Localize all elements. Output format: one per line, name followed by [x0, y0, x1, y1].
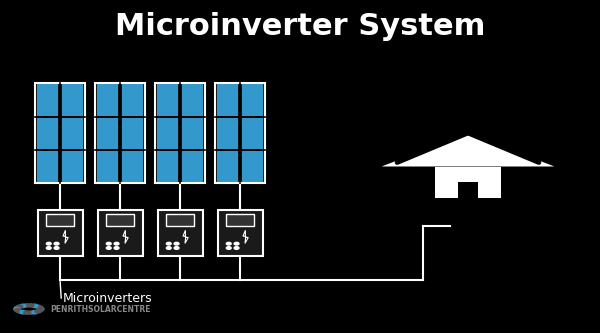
FancyBboxPatch shape: [106, 213, 134, 226]
Circle shape: [174, 247, 179, 249]
Polygon shape: [243, 230, 248, 243]
Polygon shape: [183, 230, 188, 243]
Circle shape: [35, 310, 41, 313]
FancyBboxPatch shape: [122, 118, 143, 149]
Circle shape: [24, 311, 30, 314]
FancyBboxPatch shape: [218, 210, 263, 256]
FancyBboxPatch shape: [97, 210, 143, 256]
Circle shape: [32, 304, 38, 307]
Circle shape: [54, 242, 59, 245]
Circle shape: [28, 311, 34, 314]
Text: Microinverters: Microinverters: [63, 291, 152, 305]
FancyBboxPatch shape: [97, 84, 118, 116]
Circle shape: [17, 310, 23, 313]
FancyBboxPatch shape: [122, 151, 143, 182]
Circle shape: [24, 304, 30, 307]
FancyBboxPatch shape: [37, 118, 58, 149]
FancyBboxPatch shape: [182, 118, 203, 149]
Circle shape: [114, 242, 119, 245]
FancyBboxPatch shape: [157, 84, 178, 116]
Circle shape: [20, 311, 26, 314]
Circle shape: [114, 247, 119, 249]
FancyBboxPatch shape: [35, 83, 85, 183]
FancyBboxPatch shape: [97, 151, 118, 182]
FancyBboxPatch shape: [182, 151, 203, 182]
Polygon shape: [382, 133, 554, 166]
Circle shape: [226, 247, 231, 249]
FancyBboxPatch shape: [217, 118, 238, 149]
Circle shape: [37, 306, 43, 309]
Circle shape: [46, 247, 51, 249]
FancyBboxPatch shape: [182, 84, 203, 116]
Circle shape: [35, 305, 41, 308]
FancyBboxPatch shape: [157, 151, 178, 182]
FancyBboxPatch shape: [226, 213, 254, 226]
FancyBboxPatch shape: [217, 84, 238, 116]
FancyBboxPatch shape: [37, 210, 83, 256]
FancyBboxPatch shape: [166, 213, 194, 226]
Circle shape: [14, 306, 20, 309]
Circle shape: [234, 247, 239, 249]
Circle shape: [38, 307, 44, 311]
FancyBboxPatch shape: [62, 151, 83, 182]
Text: Microinverter System: Microinverter System: [115, 12, 485, 41]
FancyBboxPatch shape: [242, 118, 263, 149]
FancyBboxPatch shape: [122, 84, 143, 116]
FancyBboxPatch shape: [62, 118, 83, 149]
Circle shape: [37, 309, 43, 312]
FancyBboxPatch shape: [242, 84, 263, 116]
Circle shape: [17, 305, 23, 308]
FancyBboxPatch shape: [62, 84, 83, 116]
FancyBboxPatch shape: [458, 182, 478, 198]
FancyBboxPatch shape: [37, 151, 58, 182]
FancyBboxPatch shape: [215, 83, 265, 183]
FancyBboxPatch shape: [435, 166, 501, 198]
FancyBboxPatch shape: [157, 118, 178, 149]
Text: PENRITHSOLARCENTRE: PENRITHSOLARCENTRE: [50, 304, 151, 314]
Circle shape: [226, 242, 231, 245]
Circle shape: [166, 242, 171, 245]
FancyBboxPatch shape: [95, 83, 145, 183]
Polygon shape: [123, 230, 128, 243]
Circle shape: [174, 242, 179, 245]
Polygon shape: [63, 230, 68, 243]
Circle shape: [234, 242, 239, 245]
FancyBboxPatch shape: [217, 151, 238, 182]
Circle shape: [106, 242, 111, 245]
FancyBboxPatch shape: [46, 213, 74, 226]
FancyBboxPatch shape: [37, 84, 58, 116]
FancyBboxPatch shape: [242, 151, 263, 182]
Circle shape: [166, 247, 171, 249]
Circle shape: [14, 307, 20, 311]
Circle shape: [14, 309, 20, 312]
FancyBboxPatch shape: [157, 210, 203, 256]
Circle shape: [28, 304, 34, 307]
FancyBboxPatch shape: [97, 118, 118, 149]
Circle shape: [20, 304, 26, 307]
FancyBboxPatch shape: [155, 83, 205, 183]
Circle shape: [46, 242, 51, 245]
Circle shape: [32, 311, 38, 314]
Circle shape: [54, 247, 59, 249]
Circle shape: [106, 247, 111, 249]
